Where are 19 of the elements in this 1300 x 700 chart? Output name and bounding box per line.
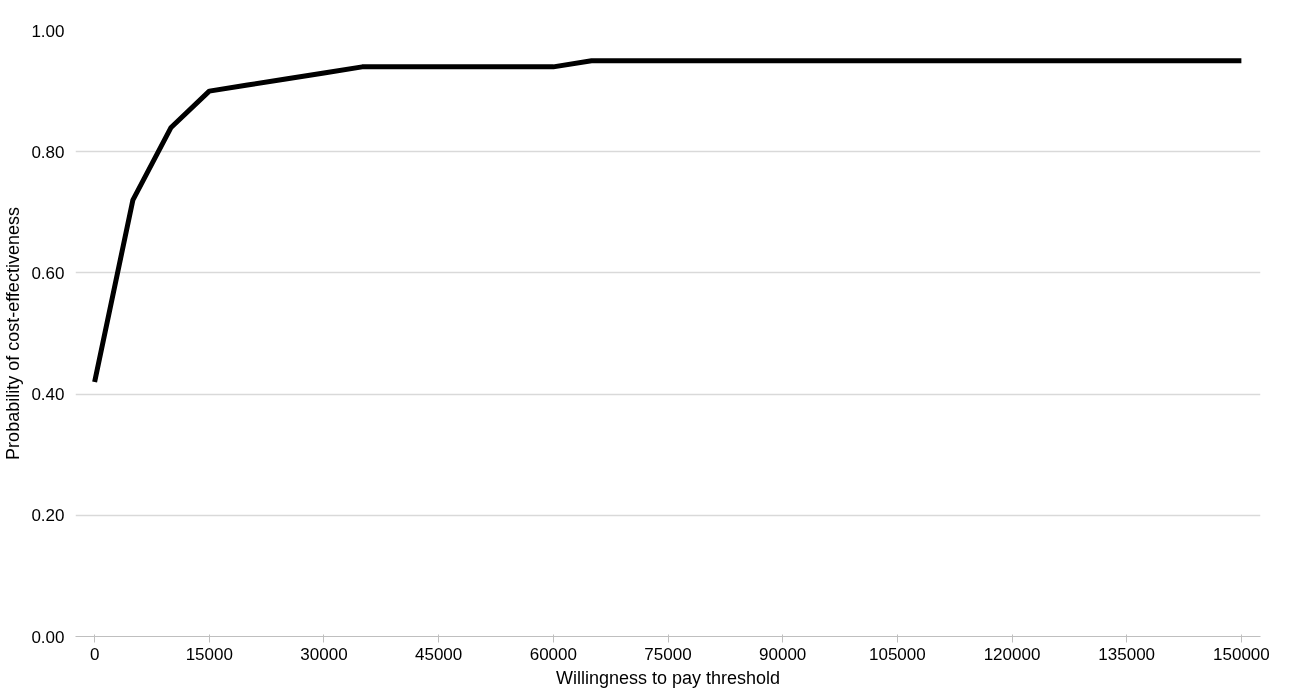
x-axis-title: Willingness to pay threshold (555, 667, 781, 688)
y-tick-label: 1.00 (31, 21, 65, 41)
x-tick-label: 90000 (759, 644, 807, 664)
y-tick-label: 0.20 (31, 506, 65, 526)
y-tick-label: 0.80 (31, 142, 65, 162)
x-tick-label: 0 (89, 644, 100, 664)
y-tick-label: 0.00 (31, 627, 65, 647)
y-axis-title: Probability of cost-effectiveness (3, 207, 24, 460)
x-tick-label: 150000 (1213, 644, 1270, 664)
y-tick-label: 0.60 (31, 263, 65, 283)
x-tick-label: 135000 (1098, 644, 1156, 664)
x-tick-label: 105000 (868, 644, 926, 664)
x-tick-label: 120000 (983, 644, 1041, 664)
x-tick-label: 60000 (529, 644, 577, 664)
y-tick-label: 0.40 (31, 385, 65, 405)
x-tick-label: 15000 (185, 644, 233, 664)
x-tick-label: 45000 (415, 644, 463, 664)
x-tick-label: 30000 (300, 644, 348, 664)
x-tick-label: 75000 (644, 644, 692, 664)
